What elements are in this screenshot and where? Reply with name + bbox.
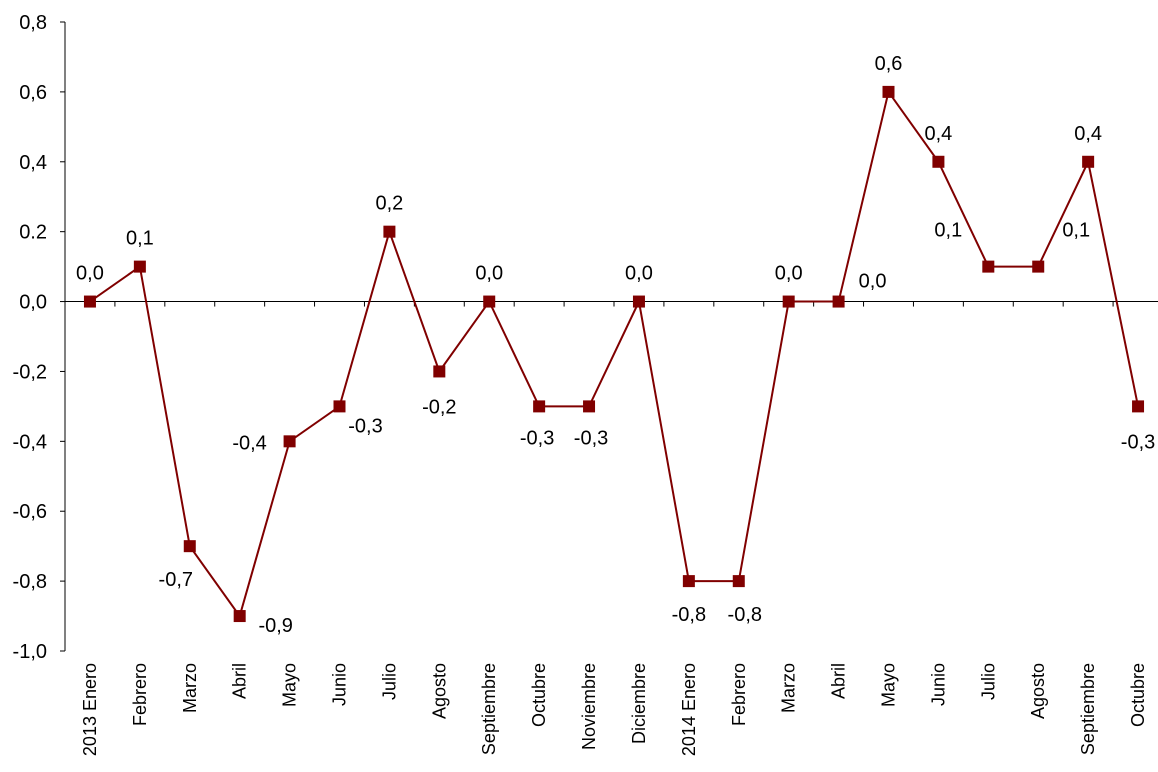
y-tick-label: -0,6 [13, 501, 47, 523]
x-tick-label: Julio [379, 663, 399, 700]
data-label: -0,3 [574, 427, 608, 449]
y-tick-label: -0,4 [13, 431, 47, 453]
data-label: 0,0 [625, 263, 653, 285]
x-tick-label: Agosto [1028, 663, 1048, 719]
y-tick-label: -0,2 [13, 361, 47, 383]
y-tick-label: 0.2 [19, 222, 47, 244]
data-label: -0,3 [348, 415, 382, 437]
data-point [83, 295, 96, 308]
x-tick-label: Julio [978, 663, 998, 700]
data-point [832, 295, 845, 308]
y-tick-label: 0,0 [19, 292, 47, 314]
data-point [632, 295, 645, 308]
x-tick-label: Abril [230, 663, 250, 699]
data-point [533, 400, 546, 413]
data-point [233, 610, 246, 623]
x-tick-label: Marzo [779, 663, 799, 713]
y-tick-label: 0,6 [19, 82, 47, 104]
data-label: 0,0 [475, 263, 503, 285]
data-point [732, 575, 745, 588]
data-point [483, 295, 496, 308]
data-labels: 0,0 0,1 -0,7 -0,9 -0,4 -0,3 0,2 -0,2 0,0 -0,3 -0,3… [76, 53, 1155, 637]
data-label: -0,3 [1121, 431, 1155, 453]
x-tick-label: Junio [928, 663, 948, 706]
data-label: 0,2 [376, 193, 404, 215]
x-tick-label: 2013 Enero [80, 663, 100, 756]
data-point [583, 400, 596, 413]
axes: -1,0 -0,8 -0,6 -0,4 -0,2 0,0 0.2 0,4 0,6 0,8 2013 … [13, 12, 1158, 756]
data-label: -0,7 [159, 569, 193, 591]
data-label: -0,4 [232, 432, 266, 454]
x-tick-label: Noviembre [579, 663, 599, 750]
x-tick-label: 2014 Enero [679, 663, 699, 756]
data-point [383, 225, 396, 238]
x-tick-label: Febrero [729, 663, 749, 726]
x-tick-label: Febrero [130, 663, 150, 726]
x-tick-label: Mayo [879, 663, 899, 707]
data-point [1032, 260, 1045, 273]
data-point [133, 260, 146, 273]
data-point [183, 540, 196, 553]
data-label: 0,6 [875, 53, 903, 75]
data-label: 0,4 [925, 123, 953, 145]
data-label: -0,9 [258, 615, 292, 637]
data-label: -0,3 [520, 427, 554, 449]
data-label: 0,1 [126, 228, 154, 250]
data-label: 0,0 [775, 263, 803, 285]
data-point [1082, 155, 1095, 168]
data-point [433, 365, 446, 378]
x-tick-label: Septiembre [479, 663, 499, 755]
x-tick-label: Marzo [180, 663, 200, 713]
x-tick-label: Septiembre [1078, 663, 1098, 755]
data-point [682, 575, 695, 588]
y-tick-label: 0,8 [19, 12, 47, 34]
x-tick-label: Octubre [1128, 663, 1148, 727]
x-tick-label: Junio [330, 663, 350, 706]
y-tick-label: -1,0 [13, 641, 47, 663]
y-tick-label: -0,8 [13, 571, 47, 593]
y-tick-label: 0,4 [19, 152, 47, 174]
x-tick-label: Octubre [529, 663, 549, 727]
series-line [83, 85, 1145, 623]
data-label: 0,1 [934, 220, 962, 242]
data-label: -0,8 [672, 604, 706, 626]
data-point [283, 435, 296, 448]
data-label: 0,0 [76, 263, 104, 285]
data-point [782, 295, 795, 308]
x-tick-label: Abril [829, 663, 849, 699]
data-point [1132, 400, 1145, 413]
data-label: 0,0 [859, 271, 887, 293]
data-label: 0,4 [1074, 123, 1102, 145]
series-line-path [89, 89, 1140, 619]
data-label: -0,8 [728, 604, 762, 626]
data-point [333, 400, 346, 413]
x-tick-label: Mayo [280, 663, 300, 707]
data-point [932, 155, 945, 168]
x-tick-label: Diciembre [629, 663, 649, 744]
data-label: -0,2 [422, 396, 456, 418]
x-tick-label: Agosto [429, 663, 449, 719]
data-point [882, 85, 895, 98]
data-label: 0,1 [1062, 220, 1090, 242]
data-point [982, 260, 995, 273]
